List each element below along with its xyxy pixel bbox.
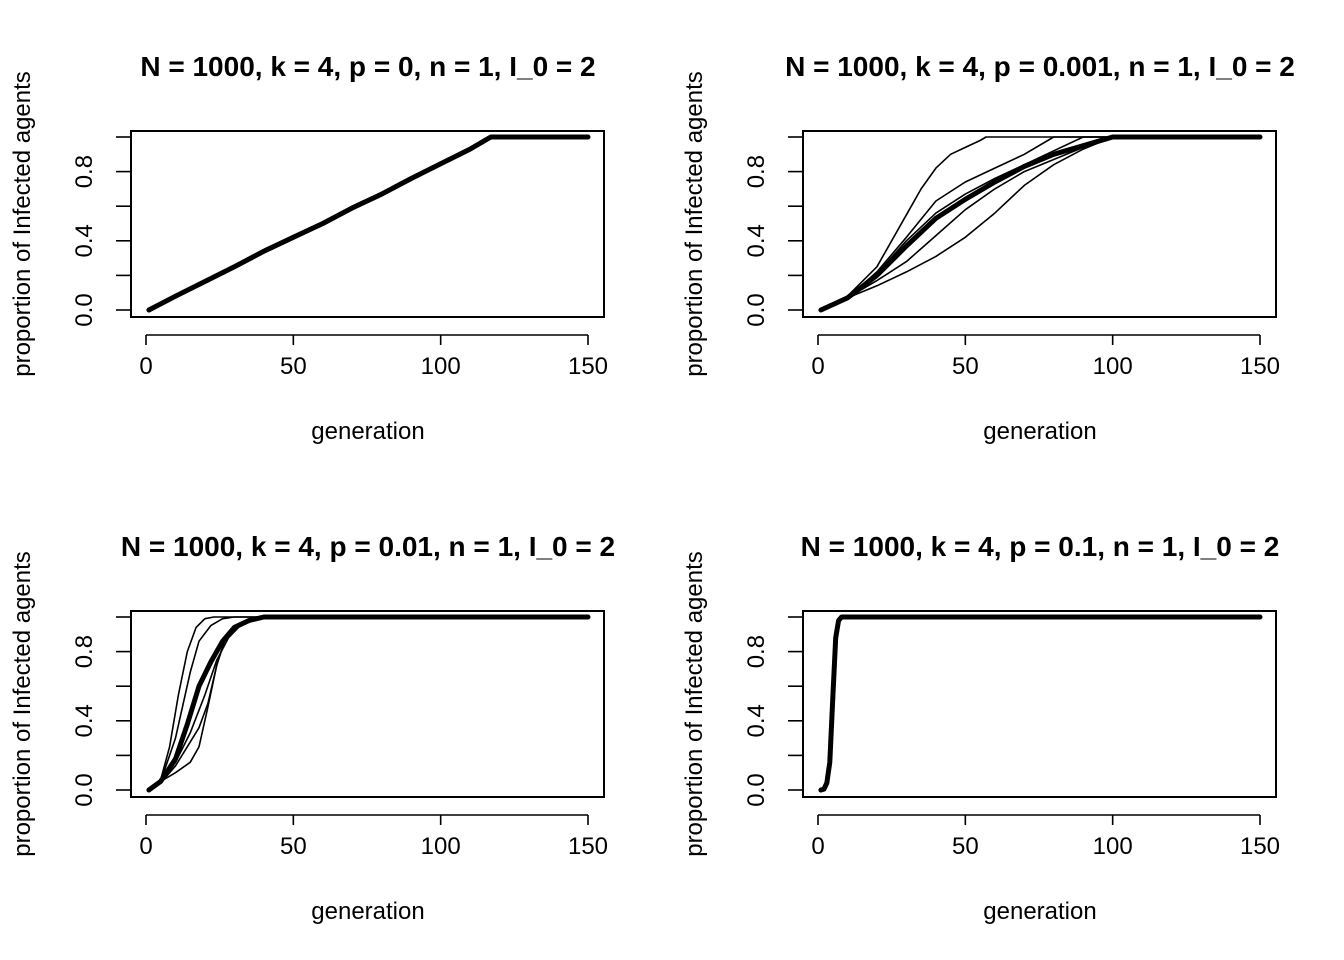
run-line-3	[820, 136, 1261, 311]
panel-title: N = 1000, k = 4, p = 0.01, n = 1, I_0 = …	[121, 531, 615, 562]
y-tick-label: 0.0	[71, 773, 98, 806]
run-line-2	[148, 616, 589, 791]
panel-3: N = 1000, k = 4, p = 0.01, n = 1, I_0 = …	[9, 531, 615, 925]
y-tick-label: 0.4	[71, 224, 98, 257]
panel-4: N = 1000, k = 4, p = 0.1, n = 1, I_0 = 2…	[681, 531, 1280, 925]
mean-line	[146, 134, 591, 313]
run-line-4	[148, 136, 589, 311]
y-tick-label: 0.0	[71, 293, 98, 326]
run-line-2	[148, 136, 589, 311]
x-tick-label: 150	[568, 353, 608, 380]
run-line-2	[820, 616, 1261, 791]
x-axis-label: generation	[311, 898, 424, 925]
run-line-2	[820, 136, 1261, 311]
plot-area: 0 50 100 150 0.0 0.4 0.8	[743, 614, 1280, 860]
plot-frame	[130, 130, 605, 318]
plot-area: 0 50 100 150 0.0 0.4 0.8	[71, 614, 608, 860]
panel-title: N = 1000, k = 4, p = 0.001, n = 1, I_0 =…	[785, 51, 1295, 82]
y-tick-label: 0.4	[743, 704, 770, 737]
y-tick-label: 0.8	[743, 155, 770, 188]
panel-title: N = 1000, k = 4, p = 0, n = 1, I_0 = 2	[140, 51, 595, 82]
y-tick-label: 0.8	[71, 635, 98, 668]
run-line-4	[148, 616, 589, 791]
y-tick-label: 0.8	[71, 155, 98, 188]
y-tick-label: 0.0	[743, 293, 770, 326]
run-line-1	[148, 616, 589, 791]
y-tick-label: 0.4	[71, 704, 98, 737]
run-line-1	[820, 136, 1261, 311]
x-tick-label: 100	[421, 833, 461, 860]
x-tick-label: 0	[139, 353, 152, 380]
x-tick-label: 50	[952, 833, 979, 860]
y-tick-label: 0.4	[743, 224, 770, 257]
y-axis-label: proportion of Infected agents	[9, 551, 36, 857]
y-tick-label: 0.8	[743, 635, 770, 668]
run-line-3	[148, 616, 589, 791]
plot-area: 0 50 100 150 0.0 0.4 0.8	[743, 134, 1280, 380]
panel-2: N = 1000, k = 4, p = 0.001, n = 1, I_0 =…	[681, 51, 1295, 445]
x-axis-label: generation	[983, 418, 1096, 445]
run-line-4	[820, 136, 1261, 311]
y-axis-label: proportion of Infected agents	[9, 71, 36, 377]
run-line-5	[148, 616, 589, 791]
mean-line	[146, 614, 591, 793]
panel-1: N = 1000, k = 4, p = 0, n = 1, I_0 = 2 0…	[9, 51, 608, 445]
x-tick-label: 100	[1093, 833, 1133, 860]
x-tick-label: 150	[1240, 833, 1280, 860]
mean-line	[818, 614, 1263, 793]
y-axis-label: proportion of Infected agents	[681, 71, 708, 377]
run-line-1	[820, 616, 1261, 791]
x-tick-label: 100	[421, 353, 461, 380]
x-tick-label: 50	[280, 353, 307, 380]
x-axis-label: generation	[311, 418, 424, 445]
run-line-5	[820, 136, 1261, 311]
y-tick-label: 0.0	[743, 773, 770, 806]
x-tick-label: 100	[1093, 353, 1133, 380]
x-tick-label: 0	[139, 833, 152, 860]
panel-title: N = 1000, k = 4, p = 0.1, n = 1, I_0 = 2	[801, 531, 1280, 562]
run-line-1	[148, 136, 589, 311]
x-tick-label: 50	[952, 353, 979, 380]
x-tick-label: 50	[280, 833, 307, 860]
x-tick-label: 150	[1240, 353, 1280, 380]
plot-area: 0 50 100 150 0.0 0.4 0.8	[71, 134, 608, 380]
x-tick-label: 0	[811, 833, 824, 860]
x-tick-label: 150	[568, 833, 608, 860]
plot-frame	[802, 610, 1277, 798]
run-line-3	[148, 136, 589, 311]
y-axis-label: proportion of Infected agents	[681, 551, 708, 857]
x-axis-label: generation	[983, 898, 1096, 925]
mean-line	[818, 134, 1263, 313]
x-tick-label: 0	[811, 353, 824, 380]
